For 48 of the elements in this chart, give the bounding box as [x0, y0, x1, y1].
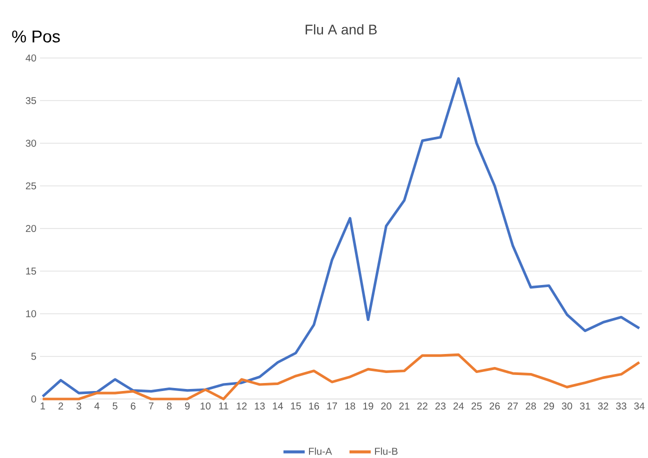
x-tick-label: 25 [472, 402, 482, 410]
y-axis-title: % Pos [12, 30, 60, 42]
x-tick-label: 31 [580, 402, 590, 410]
y-tick-label: 30 [26, 140, 36, 147]
x-tick-label: 34 [634, 402, 645, 410]
x-tick-label: 15 [291, 402, 301, 410]
legend-label: Flu-B [375, 448, 398, 455]
x-tick-label: 21 [399, 402, 410, 410]
legend-label: Flu-A [309, 448, 332, 455]
y-tick-label: 15 [26, 268, 36, 275]
x-tick-label: 33 [616, 402, 626, 410]
x-tick-label: 16 [309, 402, 319, 410]
x-tick-label: 3 [76, 402, 82, 410]
y-tick-label: 40 [26, 54, 36, 62]
x-tick-label: 29 [544, 402, 554, 410]
line-series [41, 77, 641, 398]
x-tick-label: 2 [58, 402, 64, 410]
x-tick-label: 23 [435, 402, 446, 410]
x-tick-label: 9 [185, 402, 190, 410]
x-tick-label: 26 [490, 402, 500, 410]
x-tick-label: 24 [453, 402, 464, 410]
x-tick-label: 17 [327, 402, 338, 410]
x-tick-label: 1 [40, 402, 46, 410]
x-tick-label: 22 [417, 402, 428, 410]
x-tick-label: 10 [200, 402, 211, 410]
x-tick-label: 7 [148, 402, 154, 410]
x-tick-label: 20 [381, 402, 392, 410]
chart-title: Flu A and B [306, 24, 377, 35]
x-tick-label: 11 [219, 402, 228, 410]
x-tick-label: 28 [526, 402, 536, 410]
y-tick-label: 35 [26, 97, 36, 104]
x-tick-label: 30 [562, 402, 572, 410]
x-tick-label: 19 [363, 402, 374, 410]
x-tick-label: 18 [345, 402, 356, 410]
y-tick-label: 20 [26, 224, 36, 232]
x-tick-label: 5 [112, 402, 118, 410]
x-tick-label: 14 [272, 402, 283, 410]
y-tick-label: 0 [31, 395, 36, 403]
x-tick-label: 6 [130, 402, 136, 410]
y-tick-label: 25 [26, 182, 36, 190]
x-tick-label: 8 [166, 402, 172, 410]
x-tick-label: 12 [236, 402, 247, 410]
x-tick-label: 13 [254, 402, 265, 410]
y-tick-label: 10 [26, 310, 36, 318]
x-tick-label: 4 [94, 402, 100, 410]
x-tick-label: 27 [508, 402, 518, 410]
y-tick-label: 5 [31, 352, 36, 360]
x-tick-label: 32 [598, 402, 608, 410]
